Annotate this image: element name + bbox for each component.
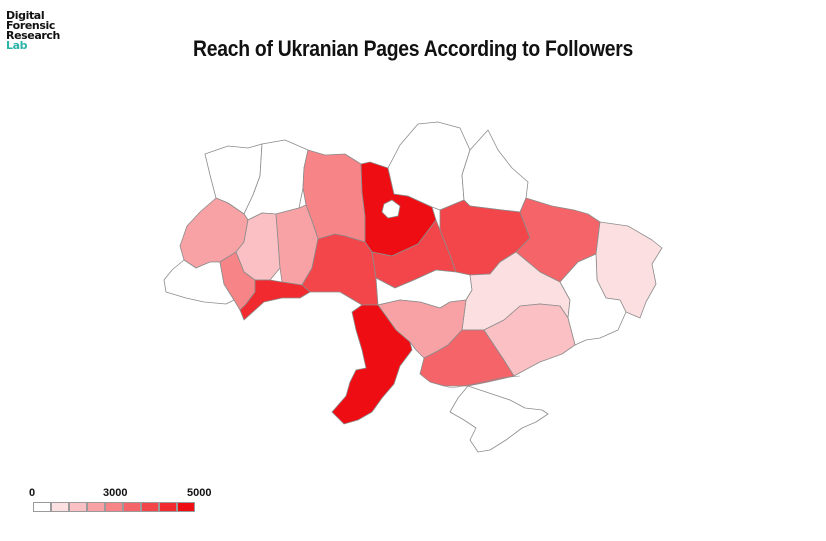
region-zakarpattia[interactable] xyxy=(163,259,235,305)
azov-coastline xyxy=(429,375,521,389)
map-title: Reach of Ukranian Pages According to Fol… xyxy=(192,36,634,61)
logo-line-2: Forensic xyxy=(6,19,55,32)
legend-swatch xyxy=(51,502,69,512)
legend-label-mid: 3000 xyxy=(103,487,128,499)
logo-line-3: Research xyxy=(6,29,60,42)
legend-color-scale xyxy=(33,502,195,512)
region-chernivtsi[interactable] xyxy=(239,279,311,321)
legend-label-min: 0 xyxy=(29,487,36,499)
legend-swatch xyxy=(87,502,105,512)
region-sumy[interactable] xyxy=(461,129,529,213)
dfrlab-logo: Digital Forensic Research Lab xyxy=(6,9,60,52)
legend-swatch xyxy=(123,502,141,512)
kyiv-city-enclave xyxy=(381,199,401,219)
region-crimea[interactable] xyxy=(449,385,549,453)
region-zaporizhzhia[interactable] xyxy=(483,303,576,377)
legend-swatch xyxy=(105,502,123,512)
logo-line-4: Lab xyxy=(6,39,28,52)
region-odesa[interactable] xyxy=(331,304,413,425)
legend-swatch xyxy=(177,502,195,512)
legend-swatch xyxy=(141,502,159,512)
legend-swatch xyxy=(69,502,87,512)
logo-line-1: Digital xyxy=(6,9,45,22)
legend-label-max: 5000 xyxy=(187,487,212,499)
legend-swatch xyxy=(159,502,177,512)
legend-swatch xyxy=(33,502,51,512)
